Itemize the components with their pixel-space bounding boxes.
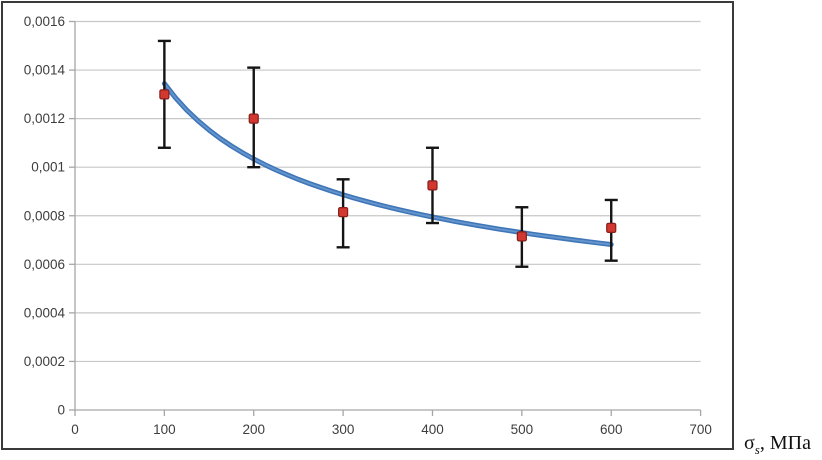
data-point-marker [516,231,527,242]
sigma-subscript: s [754,442,760,457]
data-point-marker [338,207,349,218]
y-tick-label: 0,0004 [24,305,66,320]
sigma-symbol: σ [744,432,755,454]
x-tick-label: 200 [242,422,265,437]
trendline-curve [161,81,614,247]
data-point-marker [159,89,170,100]
y-tick-label: 0,0006 [24,257,65,272]
y-tick-label: 0,0008 [24,208,65,223]
x-tick-label: 0 [71,422,79,437]
x-tick-label: 300 [332,422,355,437]
x-tick-label: 400 [421,422,444,437]
data-point-marker [606,222,617,233]
x-tick-label: 600 [600,422,623,437]
y-tick-label: 0,0002 [24,354,65,369]
y-tick-label: 0,0012 [24,111,65,126]
x-axis-unit: , МПа [759,432,811,454]
x-axis-title: σs, МПа [744,431,811,457]
x-tick-label: 500 [511,422,534,437]
chart-border [1,1,734,450]
x-tick-label: 100 [153,422,176,437]
data-point-marker [248,113,259,124]
y-tick-label: 0 [57,403,65,418]
data-point-marker [427,180,438,191]
y-tick-label: 0,0014 [24,63,66,78]
trendline-curve-sheen [163,82,613,246]
y-tick-label: 0,001 [31,160,65,175]
x-tick-label: 700 [689,422,712,437]
y-tick-label: 0,0016 [24,14,65,29]
